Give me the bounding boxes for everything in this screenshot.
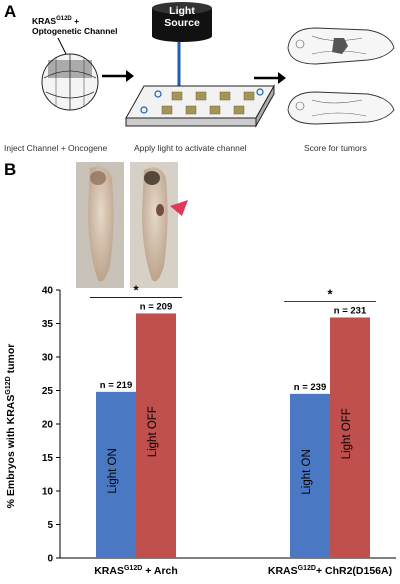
- construct-label: KRASG12D + Optogenetic Channel: [32, 14, 117, 36]
- light-label-line2: Source: [164, 17, 200, 29]
- y-tick-label: 35: [42, 319, 54, 330]
- light-source-label: Light Source: [152, 5, 212, 29]
- tadpole-illustrations: [287, 27, 395, 125]
- step-1-caption: Inject Channel + Oncogene: [4, 143, 108, 153]
- step-3-caption: Score for tumors: [304, 143, 367, 153]
- y-tick-label: 30: [42, 353, 54, 364]
- egg-illustration: [41, 37, 99, 111]
- x-group-label: KRASG12D + Arch: [94, 565, 178, 577]
- step-2-caption: Apply light to activate channel: [134, 143, 247, 153]
- arrow-right-icon: [102, 70, 134, 82]
- construct-sup: G12D: [56, 16, 72, 22]
- bar-chart: % Embryos with KRASG12D tumor 0 5 10 15 20 25…: [5, 282, 396, 577]
- bar: [136, 313, 176, 558]
- bar-series-label: Light OFF: [341, 408, 353, 459]
- embryo-photo-light-off: [130, 162, 178, 288]
- bar-series-label: Light OFF: [147, 406, 159, 457]
- bar-series-label: Light ON: [107, 448, 119, 493]
- x-group-label: KRASG12D+ ChR2(D156A): [268, 565, 392, 577]
- bar-n-label: n = 209: [140, 301, 172, 312]
- bar-n-label: n = 231: [334, 305, 367, 316]
- y-tick-label: 40: [42, 286, 54, 297]
- construct-suffix: +: [71, 15, 80, 26]
- bar: [330, 317, 370, 558]
- y-tick-label: 20: [42, 420, 54, 431]
- bar-n-label: n = 219: [100, 380, 132, 391]
- panel-a-letter: A: [4, 2, 17, 21]
- panel-b-letter: B: [4, 160, 17, 179]
- y-tick-label: 25: [42, 386, 54, 397]
- light-label-line1: Light: [169, 5, 195, 17]
- bar-n-label: n = 239: [294, 382, 326, 393]
- embryo-photo-light-on: [76, 162, 124, 288]
- y-tick-label: 15: [42, 453, 54, 464]
- bar: [290, 393, 330, 558]
- significance-star: *: [327, 286, 333, 301]
- construct-line2: Optogenetic Channel: [32, 25, 118, 36]
- y-tick-label: 5: [47, 520, 53, 531]
- construct-gene: KRAS: [32, 15, 57, 26]
- plate-illustration: [125, 84, 275, 128]
- tumor-arrowhead-icon: [170, 200, 188, 216]
- bar-series-label: Light ON: [301, 449, 313, 494]
- y-tick-label: 10: [42, 487, 54, 498]
- y-tick-label: 0: [47, 554, 53, 565]
- bar: [96, 391, 136, 558]
- significance-star: *: [133, 282, 139, 297]
- arrow-right-icon: [254, 72, 286, 84]
- y-axis-label: % Embryos with KRASG12D tumor: [5, 344, 17, 509]
